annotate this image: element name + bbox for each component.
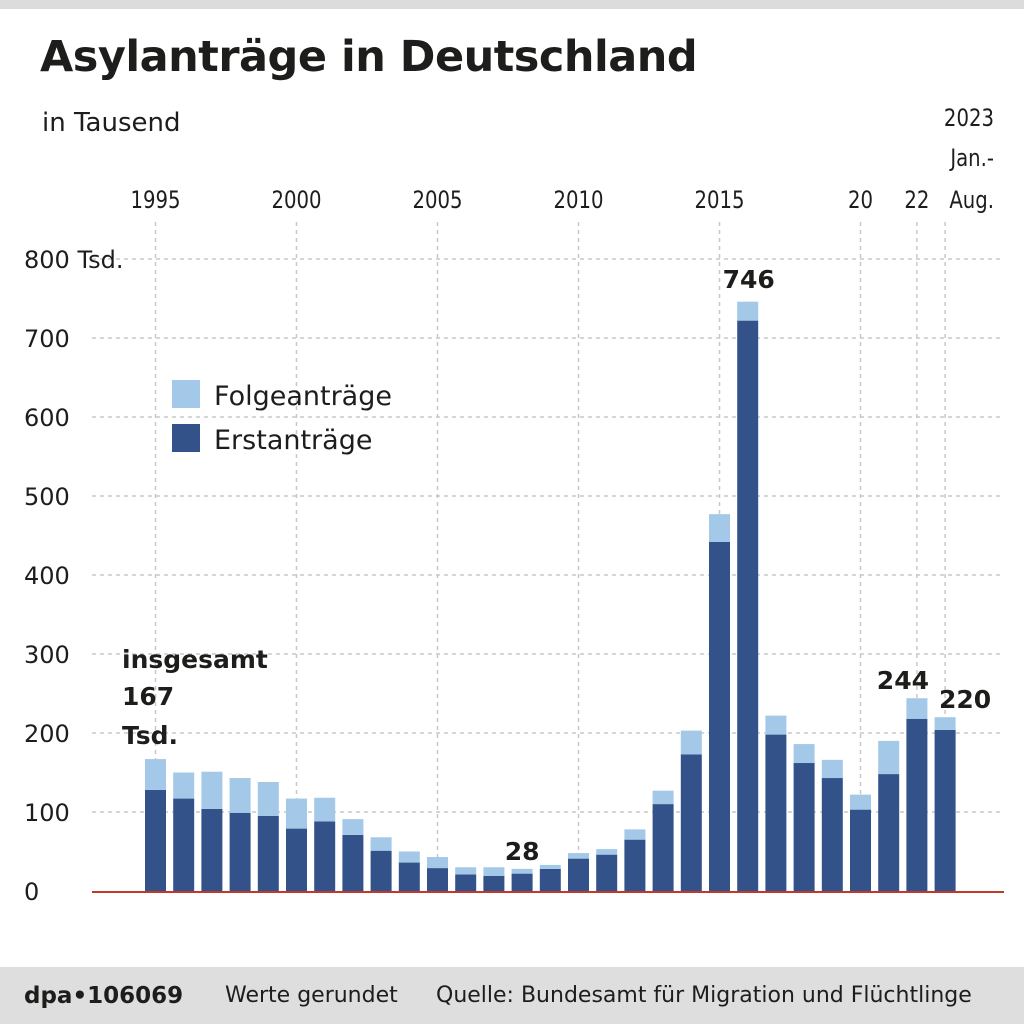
x-tick-label-2023: Aug. <box>949 187 994 214</box>
x-tick-label: 22 <box>904 187 929 214</box>
bar-folgeantraege-2003 <box>370 837 392 851</box>
bar-folgeantraege-2013 <box>652 790 674 805</box>
bar-erstantraege-2016 <box>737 320 759 891</box>
x-tick-label: 2000 <box>271 187 321 214</box>
bar-erstantraege-2022 <box>906 718 928 891</box>
bar-erstantraege-2010 <box>568 858 589 891</box>
bar-folgeantraege-2001 <box>314 797 336 822</box>
bar-erstantraege-2008 <box>511 873 533 891</box>
annotation-total-2022: 244 <box>877 666 929 695</box>
bar-folgeantraege-2022 <box>906 698 928 719</box>
bar-erstantraege-2003 <box>370 850 392 891</box>
bar-erstantraege-2002 <box>342 834 364 891</box>
y-tick-label: 400 <box>24 562 70 590</box>
bar-folgeantraege-2007 <box>483 867 505 876</box>
bar-erstantraege-1999 <box>257 815 279 891</box>
bar-erstantraege-2018 <box>793 763 815 891</box>
bar-folgeantraege-2015 <box>709 514 730 542</box>
x-tick-label: 20 <box>848 187 873 214</box>
bar-folgeantraege-2016 <box>737 301 759 321</box>
bar-folgeantraege-2005 <box>427 857 448 869</box>
bar-folgeantraege-2004 <box>398 851 420 863</box>
bar-erstantraege-1997 <box>201 808 223 891</box>
y-tick-label: 300 <box>24 641 70 669</box>
y-tick-label: 200 <box>24 720 70 748</box>
bar-folgeantraege-1999 <box>257 781 279 816</box>
x-tick-label: 1995 <box>130 187 180 214</box>
y-tick-label: 100 <box>24 799 70 827</box>
bar-folgeantraege-2011 <box>596 849 618 855</box>
legend-label-folgeantraege: Folgeanträge <box>214 381 392 412</box>
chart-title: Asylanträge in Deutschland <box>40 32 698 82</box>
bar-erstantraege-2006 <box>455 874 477 891</box>
bar-folgeantraege-2002 <box>342 819 364 835</box>
bar-folgeantraege-2023 <box>934 717 956 730</box>
bar-erstantraege-2012 <box>624 839 646 891</box>
footer-bar: dpa•106069 Werte gerundet Quelle: Bundes… <box>0 967 1024 1024</box>
bar-folgeantraege-2020 <box>850 794 871 810</box>
bar-folgeantraege-2000 <box>286 798 307 829</box>
bar-chart: 0 100 200 300 400 500 600 700 800 Tsd. 1995 2000 20… <box>24 105 1004 906</box>
bar-erstantraege-1995 <box>145 789 166 891</box>
legend-swatch-erstantraege <box>172 424 200 452</box>
bar-folgeantraege-2008 <box>511 868 533 874</box>
bar-erstantraege-2000 <box>286 828 307 891</box>
bar-erstantraege-2011 <box>596 854 618 891</box>
bar-folgeantraege-1995 <box>145 759 166 790</box>
bar-erstantraege-2004 <box>398 862 420 891</box>
bar-folgeantraege-1997 <box>201 771 223 809</box>
x-tick-label-2023: 2023 <box>944 105 994 132</box>
bar-erstantraege-2005 <box>427 868 448 891</box>
y-tick-label: 700 <box>24 325 70 353</box>
x-tick-label: 2010 <box>553 187 603 214</box>
bar-erstantraege-2021 <box>878 774 900 891</box>
bar-erstantraege-2023 <box>934 729 956 891</box>
bar-erstantraege-1996 <box>173 798 195 891</box>
bar-erstantraege-2019 <box>821 778 843 891</box>
annotation-peak-2016: 746 <box>723 265 775 294</box>
legend-swatch-folgeantraege <box>172 380 200 408</box>
bar-erstantraege-2020 <box>850 809 871 891</box>
bar-erstantraege-1998 <box>229 812 251 891</box>
bar-erstantraege-2015 <box>709 541 730 891</box>
x-tick-label: 2015 <box>694 187 744 214</box>
top-bar <box>0 0 1024 9</box>
bar-erstantraege-2017 <box>765 734 787 891</box>
x-tick-label: 2005 <box>412 187 462 214</box>
y-tick-label: 600 <box>24 404 70 432</box>
source-note: Quelle: Bundesamt für Migration und Flüc… <box>436 983 972 1008</box>
bar-folgeantraege-2019 <box>821 759 843 779</box>
annotation-total-2023: 220 <box>939 685 991 714</box>
annotation-minimum-2008: 28 <box>505 837 540 866</box>
bar-folgeantraege-2010 <box>568 853 589 859</box>
y-tick-label: 800 Tsd. <box>24 246 124 274</box>
bar-folgeantraege-1998 <box>229 778 251 813</box>
annotation-total-label: insgesamt <box>122 645 268 674</box>
y-tick-label: 0 <box>24 878 39 906</box>
bar-folgeantraege-2009 <box>539 864 561 869</box>
bar-folgeantraege-1996 <box>173 772 195 799</box>
y-tick-label: 500 <box>24 483 70 511</box>
dpa-graphic-id: dpa•106069 <box>24 983 184 1009</box>
bar-folgeantraege-2014 <box>680 730 702 755</box>
bar-erstantraege-2001 <box>314 821 336 891</box>
bar-folgeantraege-2006 <box>455 867 477 875</box>
bar-folgeantraege-2018 <box>793 744 815 764</box>
bar-erstantraege-2009 <box>539 868 561 891</box>
bar-folgeantraege-2012 <box>624 829 646 840</box>
bar-folgeantraege-2021 <box>878 740 900 775</box>
bar-erstantraege-2007 <box>483 875 505 891</box>
chart-subtitle: in Tausend <box>42 108 181 138</box>
rounding-note: Werte gerundet <box>225 983 398 1008</box>
annotation-total-1995: 167 <box>122 682 174 711</box>
annotation-total-unit: Tsd. <box>122 721 178 750</box>
bar-erstantraege-2014 <box>680 754 702 891</box>
bar-erstantraege-2013 <box>652 804 674 891</box>
x-tick-label-2023: Jan.- <box>949 145 994 172</box>
legend-label-erstantraege: Erstanträge <box>214 425 372 456</box>
bar-folgeantraege-2017 <box>765 715 787 735</box>
